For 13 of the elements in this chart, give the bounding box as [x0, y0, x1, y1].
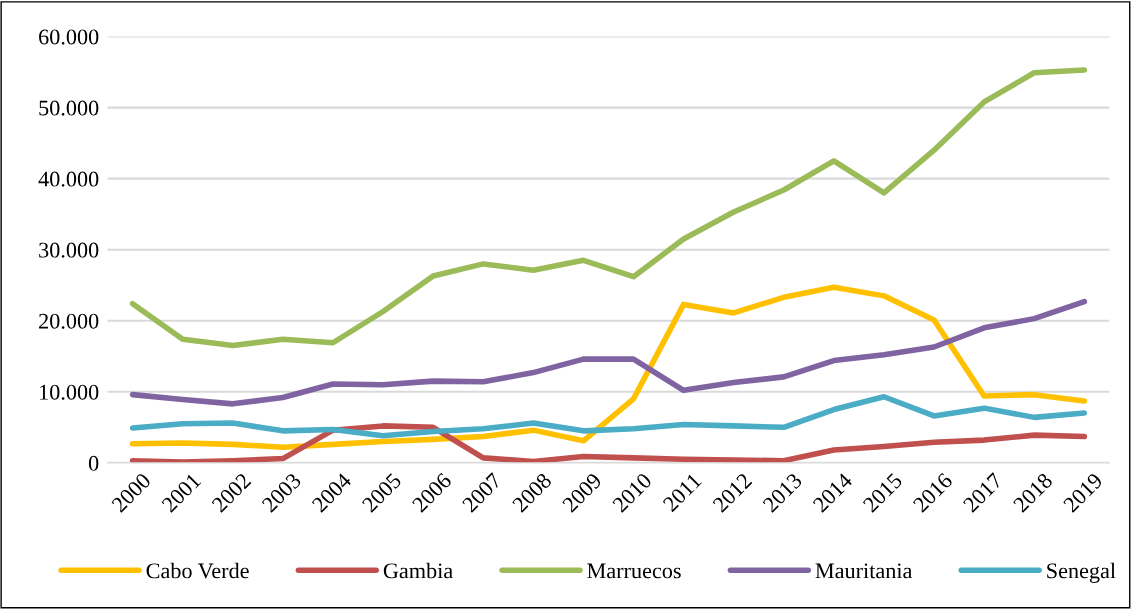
y-tick-label: 40.000 [38, 171, 99, 187]
legend-label: Senegal [1047, 562, 1116, 583]
y-tick-label: 10.000 [40, 384, 99, 400]
y-tick-label: 20.000 [39, 313, 99, 329]
y-tick-label: 50.000 [39, 100, 99, 116]
legend-label: Mauritania [815, 563, 913, 579]
legend-label: Gambia [383, 562, 453, 579]
legend-label: Cabo Verde [146, 562, 249, 579]
y-tick-label: 0 [88, 455, 99, 471]
y-tick-label: 30.000 [39, 242, 99, 258]
y-tick-label: 60.000 [39, 29, 99, 45]
legend-label: Marruecos [587, 563, 681, 579]
x-tick-label: 2011 [662, 472, 702, 513]
